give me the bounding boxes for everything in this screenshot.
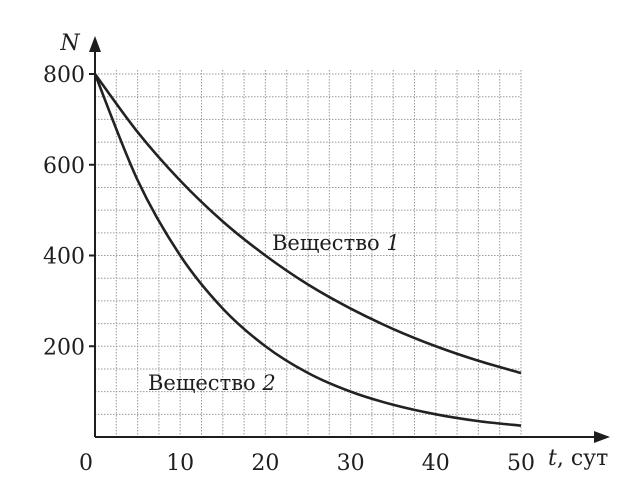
x-tick-label: 40 [422,451,450,476]
series-1-number: 1 [386,231,399,255]
series-2-name: Вещество [148,371,262,395]
series-line-2 [93,73,522,427]
y-tick-label: 600 [43,154,85,179]
axes [89,36,610,443]
y-tick-label: 400 [43,245,85,270]
series-lines [93,73,522,427]
grid [95,70,522,437]
x-axis-arrow [594,431,610,443]
y-tick-label: 800 [43,63,85,88]
y-axis-arrow [89,36,101,52]
x-axis-unit: , сут [557,446,608,471]
y-axis-title: N [59,31,80,56]
x-axis-title: t, сут [548,446,608,471]
y-tick-label: 200 [43,335,85,360]
x-tick-label: 50 [507,451,535,476]
series-label-1: Вещество 1 [272,231,400,255]
series-1-name: Вещество [272,231,386,255]
series-line-1 [93,73,522,375]
series-label-2: Вещество 2 [148,371,276,395]
x-axis-variable: t [548,446,557,471]
series-2-number: 2 [261,371,275,395]
x-tick-label: 20 [251,451,279,476]
origin-label: 0 [79,451,93,476]
x-tick-label: 30 [337,451,365,476]
x-tick-label: 10 [166,451,194,476]
